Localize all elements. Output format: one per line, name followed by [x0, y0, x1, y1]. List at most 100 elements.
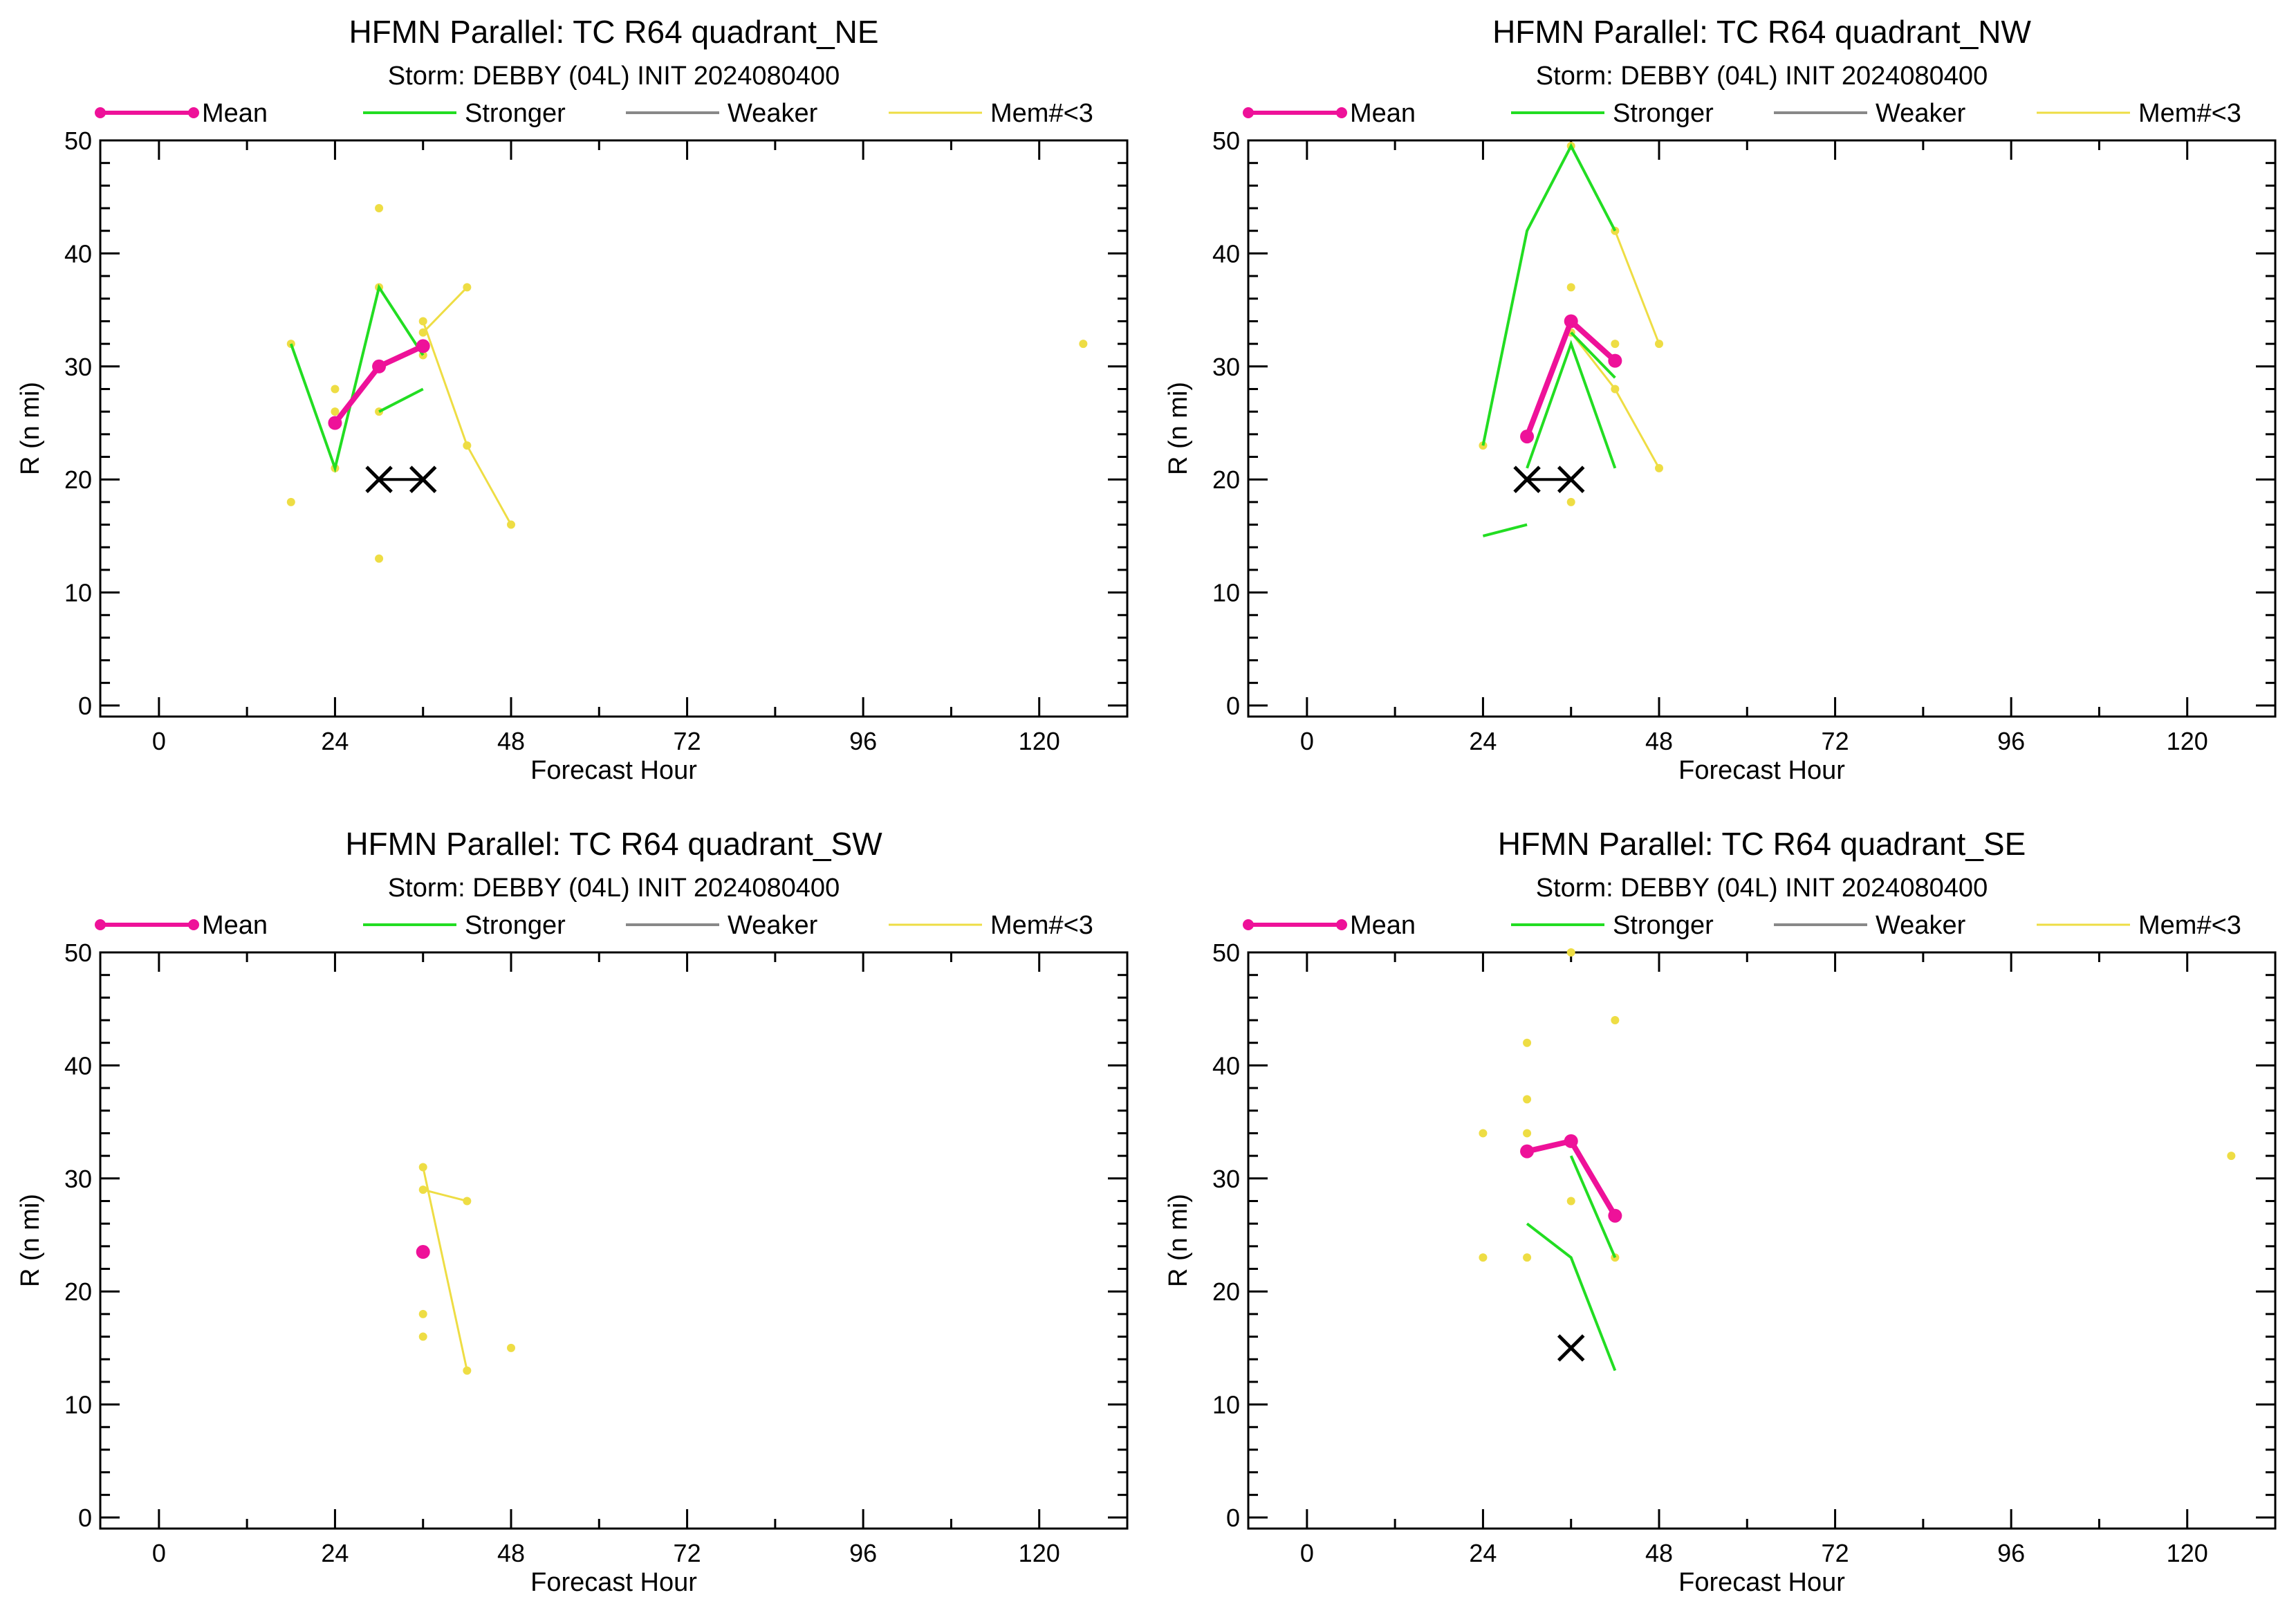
member-point [1523, 1038, 1532, 1047]
chart-subtitle: Storm: DEBBY (04L) INIT 2024080400 [388, 874, 840, 903]
chart-title: HFMN Parallel: TC R64 quadrant_SW [345, 826, 882, 862]
member-point [1655, 463, 1663, 472]
y-tick-label: 10 [1212, 579, 1240, 607]
member-point [1566, 948, 1575, 957]
x-tick-label: 120 [2167, 1539, 2208, 1567]
member-point [463, 1197, 472, 1206]
stronger-line [1526, 340, 1617, 469]
stronger-line [1481, 142, 1617, 446]
member-point [1566, 497, 1575, 506]
member-point [418, 1163, 427, 1172]
x-axis-label: Forecast Hour [530, 1568, 697, 1597]
y-tick-label: 0 [78, 692, 92, 720]
member-point [463, 1366, 472, 1375]
member-point [507, 1343, 515, 1352]
best-track-marker [365, 465, 393, 493]
y-tick-label: 0 [1226, 1504, 1240, 1532]
x-tick-label: 72 [1822, 727, 1849, 755]
y-axis-label: R (n mi) [1164, 382, 1193, 475]
x-axis-label: Forecast Hour [530, 756, 697, 785]
member-point [1523, 1095, 1532, 1104]
x-tick-label: 24 [1469, 727, 1497, 755]
chart-panel-1: HFMN Parallel: TC R64 quadrant_NE Storm: … [16, 14, 1129, 785]
x-tick-label: 120 [2167, 727, 2208, 755]
mean-point [372, 359, 387, 373]
y-tick-label: 20 [1212, 1277, 1240, 1306]
member-point [418, 317, 427, 326]
x-tick-label: 24 [321, 727, 349, 755]
legend: Mean Stronger Weaker Mem#<3 [95, 911, 1093, 940]
chart-title: HFMN Parallel: TC R64 quadrant_NW [1492, 14, 2031, 50]
legend: Mean Stronger Weaker Mem#<3 [95, 99, 1093, 128]
y-tick-label: 10 [64, 579, 92, 607]
y-tick-label: 30 [64, 353, 92, 381]
member-point [1566, 283, 1575, 292]
y-tick-label: 50 [64, 127, 92, 155]
legend-mean-marker [1336, 919, 1347, 930]
member-point [418, 1309, 427, 1318]
legend: Mean Stronger Weaker Mem#<3 [1243, 911, 2241, 940]
member-point [1566, 1197, 1575, 1206]
plot-frame [99, 139, 1129, 718]
member-line [422, 320, 512, 526]
member-line [423, 1188, 467, 1202]
legend-members-label: Mem#<3 [990, 99, 1093, 128]
y-tick-label: 30 [1212, 1165, 1240, 1193]
mean-point [416, 1245, 430, 1259]
x-tick-label: 48 [497, 1539, 525, 1567]
member-point [463, 441, 472, 450]
legend-members-label: Mem#<3 [2138, 99, 2241, 128]
y-tick-label: 40 [64, 1051, 92, 1080]
x-axis-label: Forecast Hour [1678, 756, 1845, 785]
member-point [1611, 340, 1620, 349]
x-tick-label: 0 [152, 1539, 166, 1567]
legend-mean-label: Mean [202, 911, 268, 940]
member-point [463, 283, 472, 292]
y-tick-label: 0 [1226, 692, 1240, 720]
x-tick-label: 120 [1019, 1539, 1060, 1567]
legend-mean-marker [95, 919, 106, 930]
stronger-line [1526, 1222, 1617, 1372]
legend-weaker-label: Weaker [1876, 99, 1966, 128]
y-tick-label: 20 [64, 1277, 92, 1306]
plot-area [1479, 142, 1663, 537]
mean-point [1608, 353, 1622, 368]
y-tick-label: 30 [64, 1165, 92, 1193]
legend-mean-marker [95, 107, 106, 118]
y-tick-label: 40 [1212, 1051, 1240, 1080]
y-tick-label: 20 [64, 465, 92, 494]
y-tick-label: 50 [1212, 127, 1240, 155]
legend-weaker-label: Weaker [1876, 911, 1966, 940]
y-tick-label: 50 [1212, 939, 1240, 967]
plot-frame [1247, 951, 2277, 1530]
x-tick-label: 96 [1997, 727, 2025, 755]
x-axis-label: Forecast Hour [1678, 1568, 1845, 1597]
legend-weaker-label: Weaker [728, 99, 818, 128]
chart-subtitle: Storm: DEBBY (04L) INIT 2024080400 [1536, 874, 1988, 903]
member-point [331, 407, 340, 416]
legend-mean-marker [188, 107, 199, 118]
x-tick-label: 48 [497, 727, 525, 755]
legend-weaker-label: Weaker [728, 911, 818, 940]
best-track-marker [1557, 465, 1585, 493]
y-axis-label: R (n mi) [1164, 1194, 1193, 1287]
mean-point [1564, 314, 1578, 329]
member-line [1570, 331, 1660, 469]
plot-area [286, 204, 1088, 563]
x-tick-label: 0 [152, 727, 166, 755]
chart-panel-3: HFMN Parallel: TC R64 quadrant_SW Storm: … [16, 826, 1129, 1597]
y-tick-label: 0 [78, 1504, 92, 1532]
legend-mean-marker [1243, 919, 1254, 930]
legend-stronger-label: Stronger [465, 911, 566, 940]
x-tick-label: 96 [1997, 1539, 2025, 1567]
stronger-line [1570, 331, 1616, 379]
member-point [331, 385, 340, 394]
x-tick-label: 72 [1822, 1539, 1849, 1567]
member-line [1570, 145, 1660, 344]
legend-mean-label: Mean [1350, 911, 1416, 940]
member-point [1479, 1253, 1488, 1262]
x-tick-label: 72 [674, 1539, 701, 1567]
member-point [286, 497, 295, 506]
y-axis-label: R (n mi) [16, 1194, 45, 1287]
